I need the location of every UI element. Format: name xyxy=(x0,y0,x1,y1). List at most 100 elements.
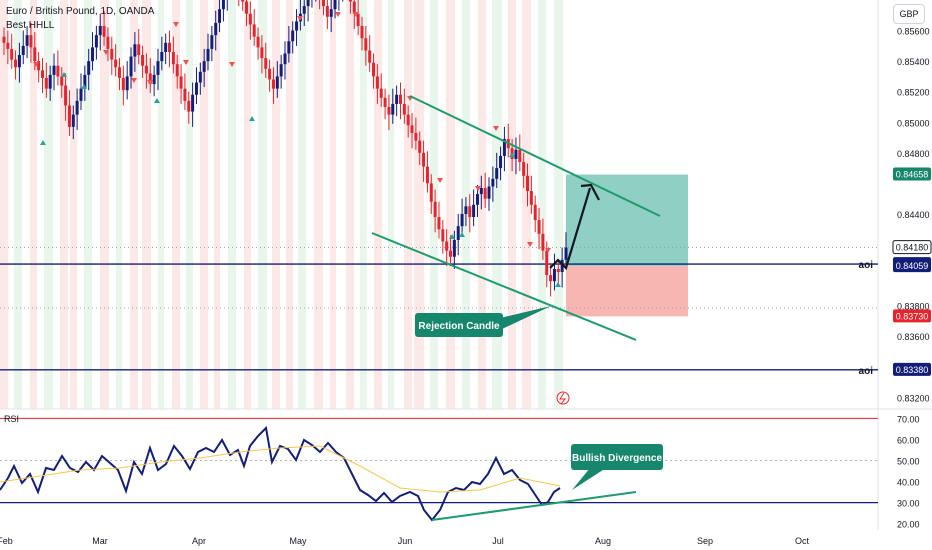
candle-body xyxy=(56,65,60,77)
candle-body xyxy=(391,103,395,115)
time-tick-label: Oct xyxy=(795,536,810,546)
candle-body xyxy=(456,226,460,240)
candle-body xyxy=(364,38,368,51)
candle-body xyxy=(325,6,329,17)
lower-high-marker xyxy=(493,126,499,131)
price-tick-label: 0.84800 xyxy=(897,149,930,159)
candle-body xyxy=(433,201,437,218)
price-badge-text-aoi: 0.83380 xyxy=(896,365,929,375)
candle-body xyxy=(410,125,414,133)
channel-upper-line xyxy=(409,95,661,217)
candle-body xyxy=(271,79,275,89)
channel-lower-line xyxy=(371,232,637,341)
candle-body xyxy=(279,64,283,77)
candle-body xyxy=(102,25,106,37)
price-badge-entry xyxy=(893,259,931,273)
candle-body xyxy=(379,88,383,98)
candle-body xyxy=(2,36,6,43)
candle-body xyxy=(64,85,68,106)
candle-body xyxy=(148,73,152,85)
session-stripe xyxy=(478,0,486,409)
candle-body xyxy=(160,51,164,62)
candle-body xyxy=(25,35,29,46)
session-stripe xyxy=(388,0,394,409)
candle-body xyxy=(141,55,145,66)
candle-body xyxy=(429,183,433,202)
candle-body xyxy=(156,61,160,75)
session-stripe xyxy=(298,0,306,409)
session-stripe xyxy=(142,0,151,409)
candle-body xyxy=(414,132,418,141)
candle-body xyxy=(268,68,272,80)
candle-body xyxy=(295,21,299,31)
candle-body xyxy=(60,76,64,86)
candle-body xyxy=(472,204,476,218)
session-stripe xyxy=(244,0,251,409)
candle-body xyxy=(256,36,260,48)
candle-body xyxy=(425,166,429,184)
candle-body xyxy=(306,0,310,7)
rsi-tick-label: 40.00 xyxy=(897,478,920,488)
candle-body xyxy=(422,152,426,167)
candle-body xyxy=(499,155,503,169)
candle-body xyxy=(549,275,553,282)
price-tick-label: 0.85600 xyxy=(897,27,930,37)
candle-body xyxy=(275,76,279,89)
session-stripe xyxy=(446,0,455,409)
candle-body xyxy=(491,178,495,187)
higher-low-marker xyxy=(555,282,561,287)
candle-body xyxy=(183,88,187,101)
candle-body xyxy=(418,140,422,153)
session-stripe xyxy=(554,0,563,409)
candle-body xyxy=(106,36,110,49)
candle-body xyxy=(175,64,179,77)
candle-body xyxy=(152,74,156,85)
candle-body xyxy=(479,187,483,195)
rejection-callout-text: Rejection Candle xyxy=(418,321,500,332)
currency-button[interactable]: GBP xyxy=(893,4,925,24)
session-stripe xyxy=(330,0,336,409)
candle-body xyxy=(117,67,121,78)
price-badge-text-entry: 0.84059 xyxy=(896,261,929,271)
rsi-tick-label: 20.00 xyxy=(897,520,920,530)
session-stripe xyxy=(84,0,92,409)
candle-body xyxy=(37,61,41,71)
divergence-callout-text: Bullish Divergence xyxy=(572,453,662,464)
candle-body xyxy=(449,250,453,257)
rsi-tick-label: 70.00 xyxy=(897,414,920,424)
candle-body xyxy=(487,186,491,199)
rsi-tick-label: 50.00 xyxy=(897,456,920,466)
candle-body xyxy=(198,71,202,83)
session-stripe xyxy=(30,0,37,409)
candle-body xyxy=(44,77,48,89)
candle-body xyxy=(210,35,214,49)
candle-body xyxy=(94,35,98,48)
session-stripe xyxy=(100,0,109,409)
candle-body xyxy=(321,0,325,7)
lower-high-marker xyxy=(103,50,109,55)
candle-body xyxy=(248,13,252,25)
candle-body xyxy=(110,48,114,60)
candle-body xyxy=(514,149,518,159)
lower-high-marker xyxy=(131,78,137,83)
candle-body xyxy=(291,30,295,42)
lower-high-marker xyxy=(353,12,359,17)
candle-body xyxy=(452,239,456,257)
candle-body xyxy=(137,44,141,56)
candle-body xyxy=(252,24,256,37)
rsi-label: RSI xyxy=(4,414,20,424)
higher-low-marker xyxy=(61,72,67,77)
candle-body xyxy=(564,247,568,260)
event-icon[interactable] xyxy=(556,391,570,405)
candle-body xyxy=(218,9,222,23)
indicator-name[interactable]: Best HHLL xyxy=(6,20,55,31)
session-stripe xyxy=(130,0,138,409)
price-tick-label: 0.85000 xyxy=(897,118,930,128)
candle-body xyxy=(71,114,75,127)
candle-body xyxy=(52,65,56,75)
session-stripe xyxy=(508,0,516,409)
lower-high-marker xyxy=(545,248,551,253)
candle-body xyxy=(171,51,175,65)
candle-body xyxy=(556,268,560,273)
